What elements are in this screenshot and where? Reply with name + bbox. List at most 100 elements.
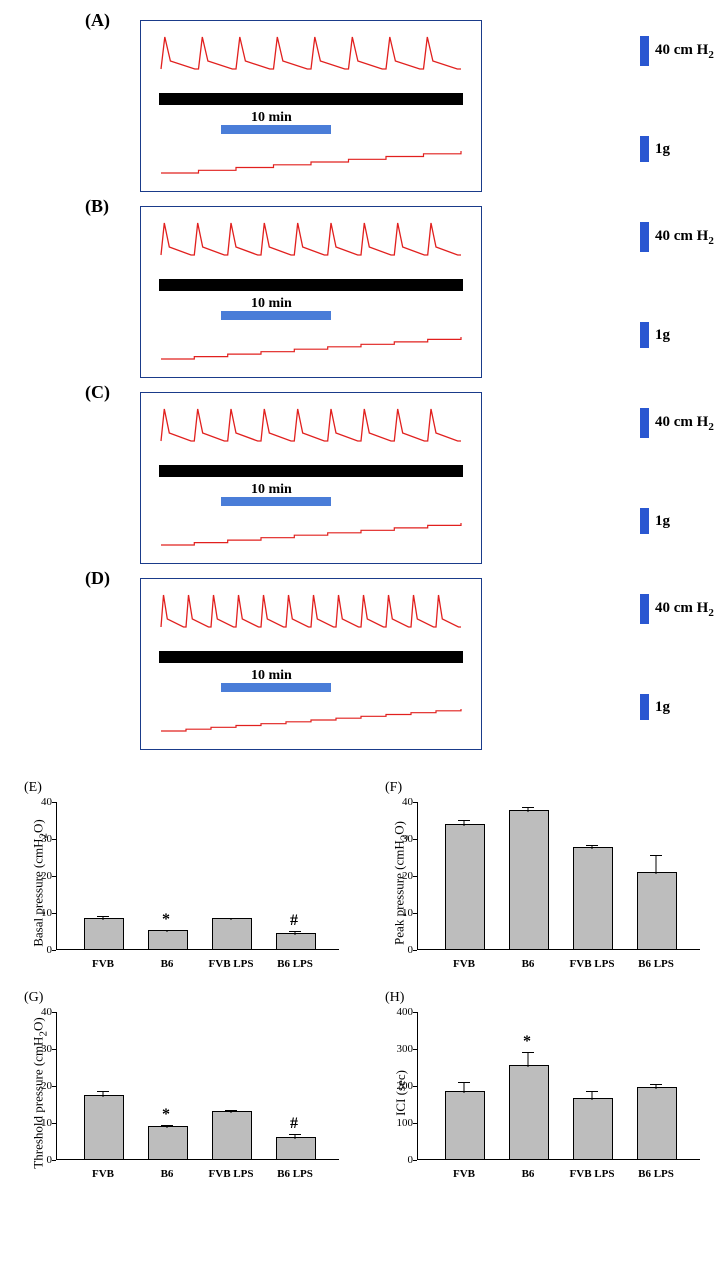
chart-H: (H) ICI (sec)0100200300400*FVBB6FVB LPSB… — [371, 990, 704, 1178]
time-scale-label: 10 min — [251, 296, 292, 311]
time-scale-bar — [221, 311, 331, 320]
bar-FVB — [445, 1091, 485, 1160]
bar-B6-LPS — [637, 1087, 677, 1160]
errorbar-cap — [225, 918, 237, 919]
trace-panels-container: (A)10 min40 cm H2O1g(B)10 min40 cm H2O1g… — [10, 20, 704, 750]
bar-FVB-LPS — [573, 1098, 613, 1160]
weight-scale: 1g — [640, 694, 714, 720]
trace-panel-B: (B)10 min40 cm H2O1g — [140, 206, 630, 378]
errorbar — [464, 1083, 465, 1093]
weight-scale-label: 1g — [655, 699, 670, 716]
errorbar — [464, 821, 465, 827]
weight-scale-bar — [640, 508, 649, 534]
ytick-label: 30 — [26, 1043, 52, 1055]
bar-FVB — [84, 918, 124, 950]
ytick-label: 10 — [26, 907, 52, 919]
time-scale-bar — [221, 683, 331, 692]
pressure-scale-bar — [640, 408, 649, 438]
weight-scale: 1g — [640, 508, 714, 534]
panel-label-D: (D) — [85, 568, 110, 589]
bars-group: * — [417, 1012, 700, 1160]
weight-scale-label: 1g — [655, 141, 670, 158]
errorbar-cap — [161, 1125, 173, 1126]
panel-label-B: (B) — [85, 196, 109, 217]
x-category-label: FVB LPS — [209, 1168, 254, 1180]
weight-scale-bar — [640, 322, 649, 348]
ytick-label: 40 — [26, 1006, 52, 1018]
ytick-label: 0 — [26, 944, 52, 956]
errorbar-cap — [161, 930, 173, 931]
panel-label-C: (C) — [85, 382, 110, 403]
errorbar — [295, 932, 296, 935]
volume-trace — [161, 151, 461, 173]
time-scale-label: 10 min — [251, 110, 292, 125]
errorbar — [167, 931, 168, 932]
errorbar — [656, 1085, 657, 1089]
time-scale-bar — [221, 497, 331, 506]
ytick-label: 0 — [387, 944, 413, 956]
weight-scale: 1g — [640, 322, 714, 348]
x-category-label: B6 — [522, 1168, 535, 1180]
ytick-label: 20 — [387, 870, 413, 882]
trace-box: 10 min — [140, 578, 482, 750]
errorbar — [592, 1092, 593, 1100]
x-category-label: B6 — [161, 958, 174, 970]
x-category-label: FVB — [453, 1168, 475, 1180]
volume-trace — [161, 709, 461, 731]
bar-FVB — [445, 824, 485, 950]
bars-group — [417, 802, 700, 950]
trace-box: 10 min — [140, 392, 482, 564]
ytick-label: 200 — [387, 1080, 413, 1092]
bar-FVB-LPS — [573, 847, 613, 950]
x-category-label: FVB — [92, 958, 114, 970]
errorbar — [231, 1111, 232, 1113]
x-category-label: B6 LPS — [277, 1168, 313, 1180]
errorbar-cap — [586, 845, 598, 846]
stimulus-bar — [159, 465, 463, 477]
errorbar-cap — [225, 1110, 237, 1111]
errorbar — [103, 917, 104, 919]
errorbar-cap — [458, 820, 470, 821]
pressure-trace — [161, 223, 461, 255]
ytick-label: 100 — [387, 1117, 413, 1129]
bar-B6-LPS — [276, 1137, 316, 1160]
pressure-scale: 40 cm H2O — [640, 36, 714, 66]
trace-panel-C: (C)10 min40 cm H2O1g — [140, 392, 630, 564]
time-scale-label: 10 min — [251, 668, 292, 683]
significance-mark: # — [290, 912, 298, 930]
pressure-scale-bar — [640, 222, 649, 252]
y-axis-label: Basal pressure (cmH2O) — [31, 803, 50, 963]
trace-box: 10 min — [140, 20, 482, 192]
pressure-trace — [161, 37, 461, 69]
ytick-label: 30 — [26, 833, 52, 845]
x-category-label: FVB LPS — [570, 958, 615, 970]
figure-root: (A)10 min40 cm H2O1g(B)10 min40 cm H2O1g… — [10, 20, 704, 1178]
trace-svg: 10 min — [141, 579, 481, 749]
bars-group: *# — [56, 1012, 339, 1160]
chart-F: (F) Peak pressure (cmH2O)010203040FVBB6F… — [371, 780, 704, 968]
weight-scale: 1g — [640, 136, 714, 162]
bar-B6-LPS — [276, 933, 316, 950]
errorbar — [528, 1053, 529, 1067]
volume-trace — [161, 337, 461, 359]
y-axis-label: Peak pressure (cmH2O) — [392, 803, 411, 963]
chart-E: (E) Basal pressure (cmH2O)010203040*#FVB… — [10, 780, 343, 968]
errorbar — [592, 846, 593, 849]
ytick-label: 0 — [387, 1154, 413, 1166]
significance-mark: # — [290, 1115, 298, 1133]
errorbar-cap — [522, 1052, 534, 1053]
errorbar-cap — [97, 1091, 109, 1092]
chart-G: (G) Threshold pressure (cmH2O)010203040*… — [10, 990, 343, 1178]
errorbar — [528, 808, 529, 813]
x-category-label: B6 LPS — [638, 958, 674, 970]
ytick-label: 20 — [26, 1080, 52, 1092]
ytick-label: 40 — [387, 796, 413, 808]
errorbar — [103, 1092, 104, 1097]
plot-H: ICI (sec)0100200300400*FVBB6FVB LPSB6 LP… — [377, 1008, 704, 1178]
x-category-label: B6 — [522, 958, 535, 970]
time-scale-bar — [221, 125, 331, 134]
time-scale-label: 10 min — [251, 482, 292, 497]
pressure-scale-label: 40 cm H2O — [655, 414, 714, 433]
ytick-label: 0 — [26, 1154, 52, 1166]
panel-label-E: (E) — [24, 780, 343, 796]
